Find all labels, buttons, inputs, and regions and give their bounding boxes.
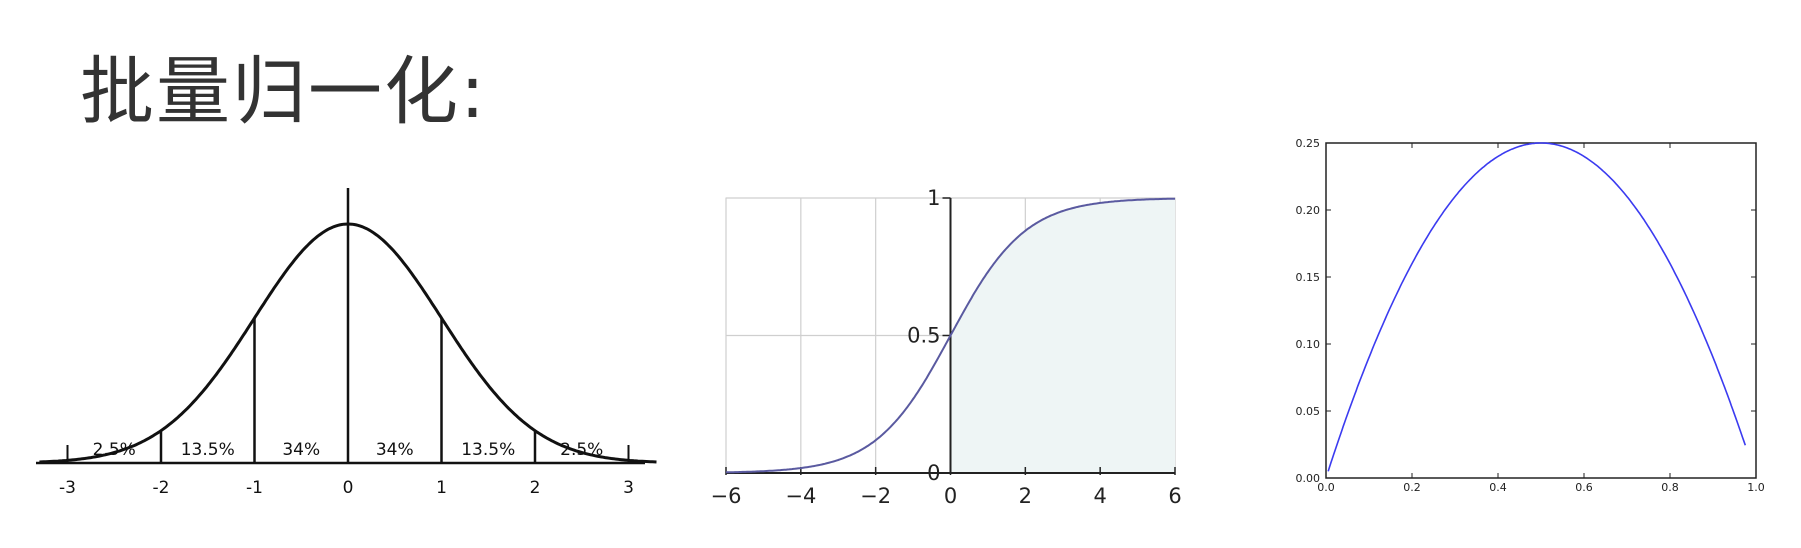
x-tick-label: -2 bbox=[153, 478, 170, 498]
x-tick-label: -3 bbox=[59, 478, 76, 498]
x-tick-label: 3 bbox=[623, 478, 634, 498]
x-tick-label: −6 bbox=[711, 484, 742, 508]
y-tick-label: 0.25 bbox=[1296, 137, 1321, 150]
y-tick-label: 0.5 bbox=[907, 324, 940, 348]
y-tick-label: 0 bbox=[927, 461, 940, 485]
x-tick-label: 4 bbox=[1093, 484, 1106, 508]
region-label: 13.5% bbox=[461, 440, 515, 460]
area-fill bbox=[950, 198, 1175, 473]
region-label: 2.5% bbox=[560, 440, 603, 460]
x-tick-label: −4 bbox=[785, 484, 816, 508]
y-tick-label: 0.10 bbox=[1296, 338, 1321, 351]
x-tick-label: 0 bbox=[343, 478, 354, 498]
region-label: 2.5% bbox=[93, 440, 136, 460]
plot-frame bbox=[1325, 142, 1757, 479]
x-tick-label: 0 bbox=[944, 484, 957, 508]
y-tick-label: 0.15 bbox=[1296, 271, 1321, 284]
region-label: 34% bbox=[282, 440, 320, 460]
sigmoid-curve bbox=[726, 197, 1175, 474]
x-tick-label: 0.2 bbox=[1403, 481, 1421, 494]
x-tick-label: 2 bbox=[530, 478, 541, 498]
x-tick-label: 1 bbox=[436, 478, 447, 498]
x-tick-label: -1 bbox=[246, 478, 263, 498]
x-tick-label: 6 bbox=[1168, 484, 1181, 508]
x-tick-label: −2 bbox=[860, 484, 891, 508]
x-tick-label: 0.8 bbox=[1661, 481, 1679, 494]
x-tick-label: 0.6 bbox=[1575, 481, 1593, 494]
y-tick-label: 1 bbox=[927, 186, 940, 210]
y-tick-label: 0.00 bbox=[1296, 472, 1321, 485]
bell-curve bbox=[39, 222, 657, 464]
region-label: 34% bbox=[376, 440, 414, 460]
x-tick-label: 0.4 bbox=[1489, 481, 1507, 494]
derivative-curve bbox=[1327, 142, 1747, 472]
x-tick-label: 0.0 bbox=[1317, 481, 1335, 494]
x-tick-label: 1.0 bbox=[1747, 481, 1765, 494]
page-title: 批量归一化: bbox=[80, 49, 487, 135]
y-tick-label: 0.20 bbox=[1296, 204, 1321, 217]
y-tick-label: 0.05 bbox=[1296, 405, 1321, 418]
x-tick-label: 2 bbox=[1019, 484, 1032, 508]
region-label: 13.5% bbox=[181, 440, 235, 460]
